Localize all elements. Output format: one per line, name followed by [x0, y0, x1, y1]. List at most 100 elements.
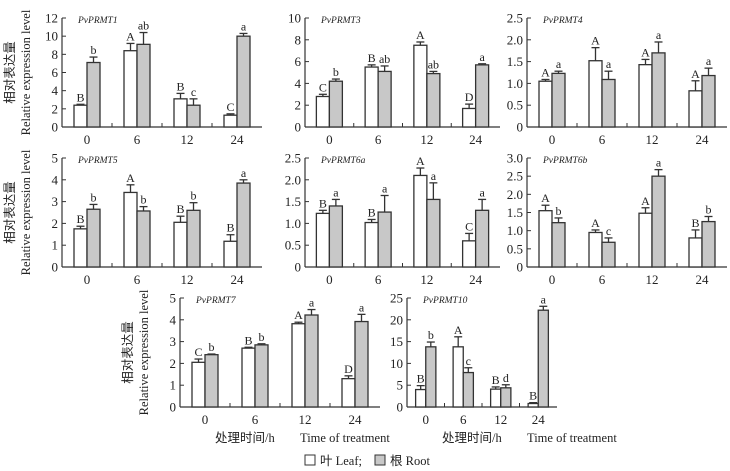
panel-pvprmt6b: 0 0.5 1.0 1.5 2.0 2.5 3.0 PvPRMT6b 0 Ab 6 Ac 12 Aa 24 B…	[507, 151, 727, 287]
y-tick-label: 2	[52, 101, 59, 116]
leaf-bar	[73, 104, 88, 128]
root-bar	[377, 211, 392, 268]
x-tick-label: 12	[420, 272, 433, 287]
leaf-bar	[489, 388, 502, 408]
root-significance-label: ab	[428, 57, 439, 71]
root-bar	[500, 387, 512, 408]
leaf-bar	[364, 221, 379, 268]
x-tick-label: 24	[696, 132, 710, 147]
root-bar	[551, 72, 566, 128]
root-bar	[328, 80, 344, 128]
root-significance-label: a	[479, 185, 485, 199]
x-tick-label: 6	[599, 272, 606, 287]
leaf-bar	[538, 210, 553, 268]
root-bar	[377, 70, 392, 128]
x-tick-label: 12	[181, 272, 194, 287]
root-significance-label: b	[333, 65, 339, 79]
leaf-bar	[461, 240, 477, 268]
root-significance-label: b	[141, 193, 147, 207]
y-tick-label: 6	[52, 65, 59, 80]
root-bar	[136, 43, 151, 128]
root-bar	[474, 209, 490, 268]
y-tick-label: 1	[52, 238, 59, 253]
x-tick-label: 12	[299, 412, 312, 427]
leaf-significance-label: B	[417, 372, 425, 386]
root-bar	[701, 74, 716, 128]
y-tick-label: 0	[397, 400, 404, 415]
leaf-bar	[414, 388, 427, 408]
root-bar	[462, 371, 475, 408]
y-tick-label: 0.5	[507, 98, 523, 113]
y-tick-label: 0	[52, 260, 59, 275]
leaf-bar	[413, 174, 428, 268]
root-significance-label: a	[382, 181, 388, 195]
root-significance-label: a	[309, 296, 315, 310]
y-axis-title-en: Relative expression level	[19, 9, 33, 135]
leaf-bar	[173, 98, 188, 128]
x-tick-label: 12	[646, 272, 659, 287]
leaf-significance-label: D	[465, 90, 474, 104]
y-tick-label: 4	[52, 172, 59, 187]
gene-name-label: PvPRMT1	[77, 16, 118, 26]
x-tick-label: 12	[420, 132, 433, 147]
y-tick-label: 0	[52, 120, 59, 135]
y-tick-label: 0	[295, 120, 302, 135]
x-tick-label: 0	[549, 272, 556, 287]
leaf-significance-label: B	[76, 90, 84, 104]
x-tick-label: 0	[202, 412, 209, 427]
leaf-bar	[223, 240, 238, 268]
leaf-significance-label: C	[194, 345, 202, 359]
gene-name-label: PvPRMT7	[195, 296, 237, 306]
y-tick-label: 2.0	[285, 172, 301, 187]
y-tick-label: 1.0	[507, 76, 523, 91]
y-tick-label: 8	[295, 32, 302, 47]
x-tick-label: 6	[375, 132, 382, 147]
y-tick-label: 20	[390, 312, 403, 327]
root-bar	[474, 64, 490, 128]
x-tick-label: 24	[469, 132, 483, 147]
root-significance-label: a	[656, 28, 662, 42]
root-significance-label: a	[479, 50, 485, 64]
y-tick-label: 0.5	[285, 238, 301, 253]
y-tick-label: 2.0	[507, 187, 523, 202]
root-significance-label: b	[428, 328, 434, 342]
y-tick-label: 0	[517, 260, 524, 275]
root-bar	[701, 220, 716, 268]
x-tick-label: 0	[549, 132, 556, 147]
root-bar	[601, 241, 616, 268]
leaf-significance-label: A	[294, 308, 303, 322]
x-tick-label: 24	[696, 272, 710, 287]
panel-pvprmt6a: 0 0.5 1.0 1.5 2.0 2.5 PvPRMT6a 0 Ba 6 Ba 12 Aa 24 Ca	[285, 151, 500, 287]
leaf-bar	[413, 44, 428, 128]
root-bar	[551, 222, 566, 268]
leaf-significance-label: B	[176, 79, 184, 93]
y-tick-label: 0.5	[507, 241, 523, 256]
root-significance-label: c	[606, 224, 611, 238]
x-tick-label: 6	[134, 272, 141, 287]
leaf-significance-label: A	[126, 29, 135, 43]
root-significance-label: a	[706, 54, 712, 68]
root-bar	[186, 209, 201, 268]
root-bar	[651, 52, 666, 128]
y-axis-title-cn: 相对表达量	[3, 181, 17, 244]
y-tick-label: 0	[517, 120, 524, 135]
root-bar	[186, 104, 201, 128]
legend-leaf-label: 叶 Leaf;	[320, 454, 362, 468]
leaf-bar	[123, 50, 138, 128]
leaf-significance-label: C	[319, 80, 327, 94]
leaf-significance-label: B	[368, 205, 376, 219]
leaf-significance-label: B	[319, 196, 327, 210]
panel-pvprmt4: 0 0.5 1.0 1.5 2.0 2.5 PvPRMT4 0 Aa 6 Aa 12 Aa 24 Aa	[507, 11, 727, 147]
y-tick-label: 4	[52, 83, 59, 98]
legend-root-label: 根 Root	[390, 454, 430, 468]
x-tick-label: 24	[231, 272, 245, 287]
root-bar	[136, 210, 151, 268]
leaf-bar	[173, 221, 188, 268]
x-tick-label: 24	[469, 272, 483, 287]
y-tick-label: 5	[397, 378, 404, 393]
root-bar	[86, 208, 101, 268]
leaf-significance-label: B	[368, 51, 376, 65]
leaf-significance-label: B	[76, 212, 84, 226]
